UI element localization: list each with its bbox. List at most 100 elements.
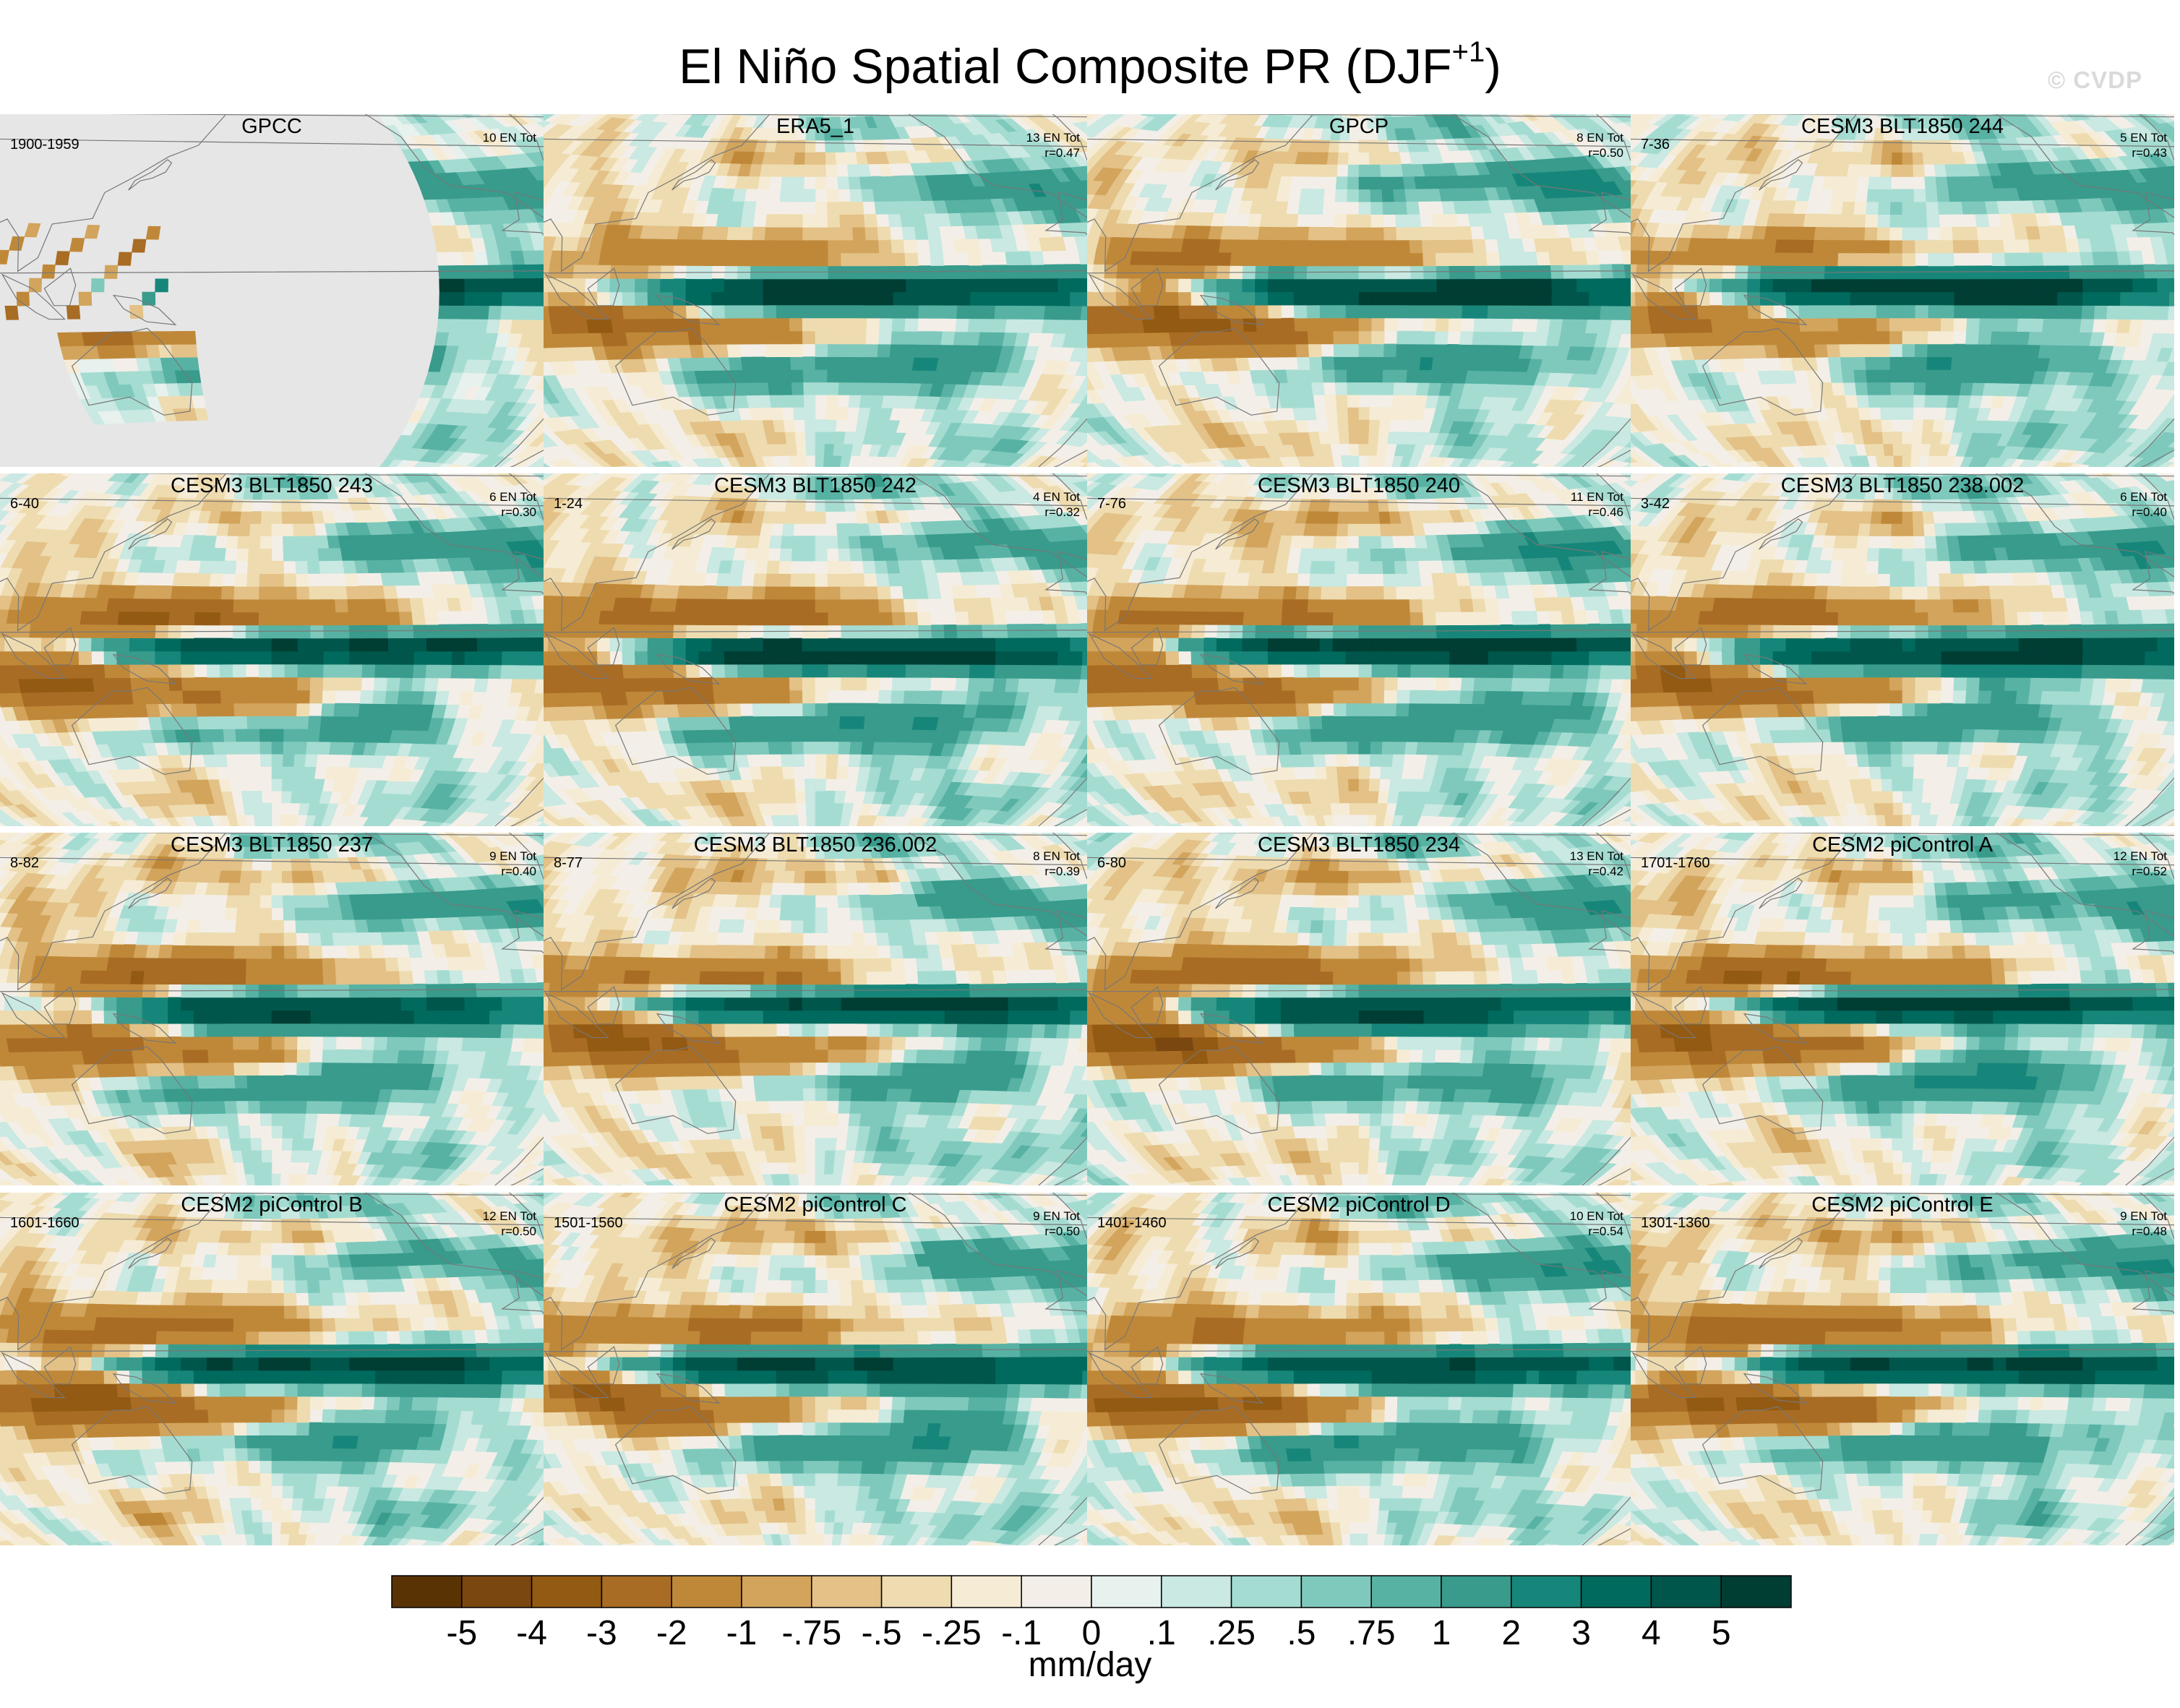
colorbar-tick-label: .5 [1287,1614,1316,1647]
colorbar-swatch [1091,1575,1162,1608]
coastlines [1631,473,2174,826]
map-projection [544,473,1087,826]
colorbar-tick-label: 3 [1571,1614,1591,1647]
anomaly-field [1631,473,2174,826]
panel-stats: 9 EN Tot r=0.40 [489,849,536,879]
colorbar-tick-label: -4 [516,1614,547,1647]
colorbar-swatch [1370,1575,1442,1608]
pattern-correlation: r=0.30 [489,505,536,520]
pattern-correlation: r=0.50 [1033,1224,1080,1239]
coastlines [0,833,544,1185]
colorbar-tick-label: -.1 [1001,1614,1042,1647]
en-total: 10 EN Tot [483,130,536,145]
en-total: 13 EN Tot [1570,849,1623,864]
en-total: 12 EN Tot [483,1209,536,1224]
colorbar-swatch [1021,1575,1092,1608]
map-projection [1631,114,2174,467]
en-total: 8 EN Tot [1033,849,1080,864]
colorbar-swatch [1580,1575,1652,1608]
en-total: 4 EN Tot [1033,489,1080,505]
colorbar-tick-label: -.75 [781,1614,841,1647]
panel-stats: 13 EN Tot r=0.47 [1026,130,1080,160]
panel-title: CESM3 BLT1850 236.002 [544,833,1087,857]
panel-stats: 6 EN Tot r=0.30 [489,489,536,520]
panel-title: CESM3 BLT1850 243 [0,473,544,498]
panel-years: 8-77 [554,854,583,872]
map-panel: CESM3 BLT1850 243 6-40 6 EN Tot r=0.30 [0,473,544,826]
pattern-correlation: r=0.40 [2120,505,2167,520]
colorbar-tick-label: -5 [446,1614,477,1647]
panel-title: GPCC [0,114,544,139]
panel-years: 7-76 [1097,495,1126,512]
colorbar-swatch [391,1575,463,1608]
anomaly-field [1087,833,1631,1185]
map-panel: CESM2 piControl C 1501-1560 9 EN Tot r=0.50 [544,1193,1087,1545]
colorbar-swatch [880,1575,953,1608]
pattern-correlation: r=0.46 [1571,505,1623,520]
map-panel: GPCC 1900-1959 10 EN Tot [0,114,544,467]
panel-title: CESM2 piControl D [1087,1193,1631,1217]
map-projection [0,473,544,826]
panel-years: 1601-1660 [10,1214,80,1232]
colorbar-swatch [1441,1575,1512,1608]
colorbar-tick-label: 0 [1082,1614,1102,1647]
panel-title: CESM3 BLT1850 240 [1087,473,1631,498]
map-projection [1631,473,2174,826]
colorbar-swatch [601,1575,672,1608]
panel-stats: 4 EN Tot r=0.32 [1033,489,1080,520]
panel-years: 8-82 [10,854,39,872]
panel-stats: 6 EN Tot r=0.40 [2120,489,2167,520]
panel-title: CESM2 piControl B [0,1193,544,1217]
colorbar-swatch [1161,1575,1232,1608]
anomaly-field [544,833,1087,1185]
panel-stats: 13 EN Tot r=0.42 [1570,849,1623,879]
panel-years: 1701-1760 [1641,854,1710,872]
en-total: 5 EN Tot [2120,130,2167,145]
colorbar-swatch [671,1575,742,1608]
panel-stats: 9 EN Tot r=0.48 [2120,1209,2167,1239]
panel-title: CESM3 BLT1850 234 [1087,833,1631,857]
panel-years: 6-40 [10,495,39,512]
panel-years: 3-42 [1641,495,1670,512]
pattern-correlation: r=0.32 [1033,505,1080,520]
pattern-correlation: r=0.43 [2120,145,2167,160]
colorbar-tick-label: -1 [726,1614,758,1647]
colorbar-tick-label: -3 [586,1614,617,1647]
coastlines [544,473,1087,826]
panel-stats: 9 EN Tot r=0.50 [1033,1209,1080,1239]
map-panel: CESM2 piControl E 1301-1360 9 EN Tot r=0.48 [1631,1193,2174,1545]
pattern-correlation: r=0.48 [2120,1224,2167,1239]
pattern-correlation: r=0.50 [1576,145,1623,160]
map-panel: CESM3 BLT1850 238.002 3-42 6 EN Tot r=0.40 [1631,473,2174,826]
coastlines [1087,473,1631,826]
map-panel: ERA5_1 13 EN Tot r=0.47 [544,114,1087,467]
en-total: 9 EN Tot [2120,1209,2167,1224]
colorbar-tick-label: .25 [1207,1614,1256,1647]
coastlines [0,473,544,826]
anomaly-field [1631,833,2174,1185]
panel-years: 1501-1560 [554,1214,623,1232]
panel-years: 7-36 [1641,136,1670,153]
colorbar-tick-label: -.25 [922,1614,982,1647]
map-projection [544,114,1087,467]
map-panel: GPCP 8 EN Tot r=0.50 [1087,114,1631,467]
map-projection [1087,833,1631,1185]
pattern-correlation: r=0.47 [1026,145,1080,160]
colorbar-tick-label: 1 [1432,1614,1451,1647]
anomaly-field [0,833,544,1185]
colorbar: -5 -4 -3 -2 -1 -.75 -.5 -.25 -.1 0 .1 .25 .5 .75 1 2 3 4 5 [391,1575,1792,1647]
colorbar-tick-label: .75 [1347,1614,1396,1647]
panel-stats: 8 EN Tot r=0.50 [1576,130,1623,160]
coastlines [1087,833,1631,1185]
colorbar-units: mm/day [0,1645,2180,1686]
anomaly-field [1087,473,1631,826]
en-total: 6 EN Tot [2120,489,2167,505]
panel-title: CESM2 piControl A [1631,833,2174,857]
colorbar-tick-label: .1 [1147,1614,1176,1647]
panel-stats: 12 EN Tot r=0.52 [2114,849,2167,879]
panel-years: 1900-1959 [10,136,80,153]
anomaly-field [0,473,544,826]
map-projection [1631,1193,2174,1545]
coastlines [1631,114,2174,467]
map-panel: CESM3 BLT1850 234 6-80 13 EN Tot r=0.42 [1087,833,1631,1185]
